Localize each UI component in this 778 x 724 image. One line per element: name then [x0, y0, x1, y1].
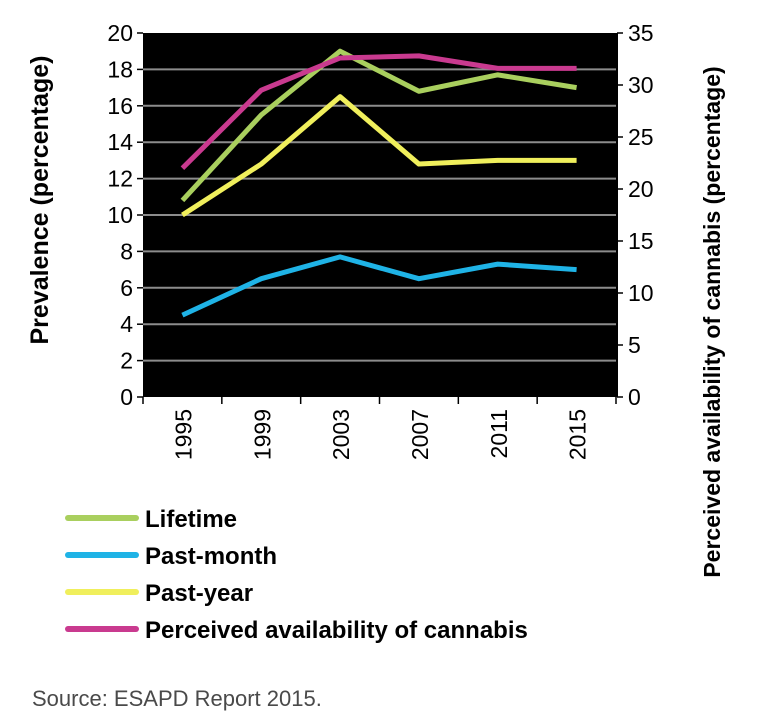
legend-label: Past-year [145, 580, 253, 607]
y-axis-label: Prevalence (percentage) [26, 55, 54, 344]
y2-tick-label: 10 [628, 280, 654, 306]
x-tick-label: 1999 [249, 409, 275, 460]
y2-axis-label: Perceived availability of cannabis (perc… [699, 66, 725, 577]
y-tick-label: 20 [107, 20, 133, 46]
series-line-3 [180, 53, 577, 170]
y-tick-label: 12 [107, 166, 133, 192]
y-tick-label: 8 [120, 238, 133, 264]
x-tick-label: 2011 [486, 409, 512, 458]
y-tick-label: 4 [120, 311, 133, 337]
y2-tick-label: 20 [628, 176, 654, 202]
y-tick-label: 14 [107, 129, 133, 155]
y-tick-label: 6 [120, 275, 133, 301]
y2-tick-label: 30 [628, 72, 654, 98]
x-tick-label: 2007 [407, 409, 433, 460]
x-tick-label: 2015 [565, 409, 591, 460]
y-tick-label: 0 [120, 384, 133, 410]
y2-tick-label: 15 [628, 228, 654, 254]
legend-label: Perceived availability of cannabis [145, 617, 528, 644]
series-line-1 [181, 254, 577, 318]
source-note: Source: ESAPD Report 2015. [32, 686, 322, 711]
y-tick-label: 18 [107, 56, 133, 82]
y-tick-label: 16 [107, 93, 133, 119]
legend-label: Past-month [145, 543, 277, 570]
y2-tick-label: 25 [628, 124, 654, 150]
y2-tick-label: 5 [628, 332, 641, 358]
y2-tick-label: 0 [628, 384, 641, 410]
series-line-2 [181, 94, 577, 218]
y2-tick-label: 35 [628, 20, 654, 46]
x-tick-label: 2003 [328, 409, 354, 460]
legend-label: Lifetime [145, 506, 237, 533]
y-tick-label: 2 [120, 348, 133, 374]
series-line-0 [180, 48, 577, 203]
y-tick-label: 10 [107, 202, 133, 228]
x-tick-label: 1995 [170, 409, 196, 460]
